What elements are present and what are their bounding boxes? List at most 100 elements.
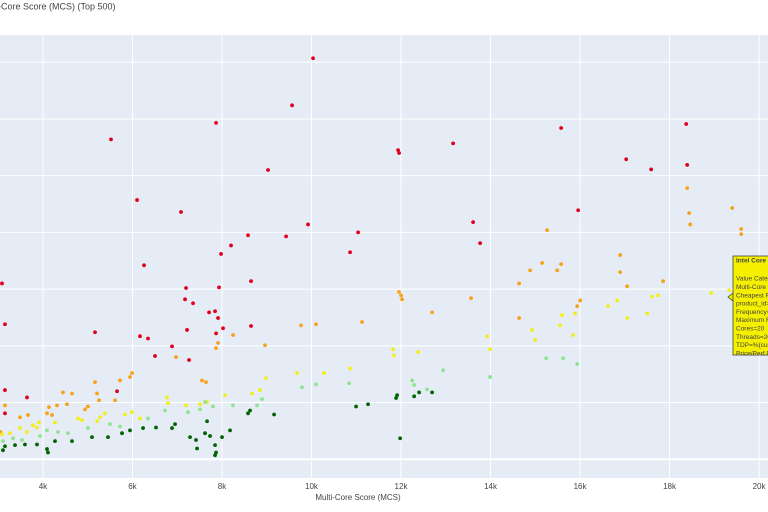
- point: [106, 435, 110, 440]
- point: [213, 309, 217, 314]
- point: [578, 298, 583, 303]
- point: [166, 401, 170, 406]
- point: [391, 347, 395, 352]
- tooltip-line: Value Categ: [736, 276, 768, 283]
- point: [625, 284, 630, 289]
- point: [214, 450, 218, 455]
- point: [709, 291, 714, 295]
- point: [685, 162, 690, 167]
- point: [170, 426, 174, 430]
- point: [645, 311, 650, 316]
- point: [739, 232, 744, 236]
- plot-background: [0, 35, 768, 478]
- point: [559, 262, 564, 267]
- point: [97, 398, 101, 403]
- point: [184, 403, 188, 408]
- point: [249, 324, 253, 328]
- point: [366, 402, 370, 407]
- point: [412, 383, 417, 387]
- point: [185, 328, 189, 332]
- point: [214, 121, 218, 125]
- point: [195, 446, 199, 451]
- point: [399, 293, 403, 298]
- point: [198, 407, 202, 412]
- point: [223, 393, 227, 398]
- x-tick-label: 10k: [305, 482, 319, 491]
- point: [186, 410, 190, 415]
- point: [530, 328, 535, 332]
- point: [50, 413, 54, 417]
- point: [347, 381, 351, 386]
- point: [545, 228, 550, 233]
- point: [203, 431, 207, 436]
- point: [95, 391, 99, 396]
- point: [20, 438, 24, 442]
- point: [540, 261, 545, 265]
- point: [220, 435, 224, 440]
- point: [246, 233, 250, 238]
- point: [3, 444, 7, 449]
- point: [95, 419, 99, 424]
- point: [348, 250, 352, 255]
- point: [173, 422, 177, 427]
- point: [528, 268, 533, 273]
- tooltip-line: Frequency=: [736, 309, 768, 316]
- point: [98, 415, 102, 420]
- point: [469, 296, 473, 301]
- point: [397, 290, 401, 294]
- point: [478, 241, 483, 246]
- point: [135, 198, 139, 202]
- point: [299, 323, 303, 328]
- point: [120, 431, 124, 436]
- point: [37, 420, 41, 425]
- point: [661, 279, 666, 284]
- point: [250, 391, 254, 396]
- point: [211, 404, 215, 409]
- point: [213, 443, 217, 448]
- point: [31, 423, 35, 428]
- point: [533, 338, 538, 343]
- point: [272, 412, 276, 417]
- tooltip-box: [732, 255, 768, 356]
- point: [35, 442, 39, 447]
- point: [228, 428, 232, 433]
- point: [571, 333, 576, 337]
- point: [360, 320, 364, 324]
- point: [108, 422, 112, 427]
- point: [11, 436, 15, 441]
- point: [295, 371, 299, 375]
- tooltip-line: product_id=: [736, 301, 768, 308]
- point: [730, 206, 735, 210]
- point: [153, 354, 157, 358]
- point: [356, 230, 360, 235]
- point: [727, 288, 732, 293]
- tooltip-line: Price/Perf P: [736, 350, 768, 357]
- point: [618, 270, 623, 274]
- point: [35, 425, 39, 430]
- point: [204, 380, 208, 385]
- point: [348, 366, 352, 371]
- point: [214, 331, 218, 336]
- point: [555, 268, 560, 273]
- point: [258, 388, 262, 392]
- tooltip-title: Intel Core i: [736, 258, 768, 265]
- point: [3, 388, 7, 392]
- point: [488, 375, 493, 379]
- point: [264, 376, 268, 381]
- point: [687, 211, 692, 216]
- point: [103, 411, 107, 416]
- point: [290, 103, 294, 108]
- point: [170, 344, 174, 349]
- x-tick-label: 20k: [753, 482, 767, 491]
- point: [219, 252, 223, 256]
- point: [624, 157, 629, 162]
- point: [625, 316, 630, 320]
- point: [53, 439, 57, 444]
- point: [575, 362, 580, 366]
- point: [451, 141, 456, 146]
- point: [397, 151, 401, 155]
- point: [216, 316, 220, 320]
- point: [649, 167, 654, 172]
- point: [70, 391, 74, 396]
- point: [191, 301, 195, 306]
